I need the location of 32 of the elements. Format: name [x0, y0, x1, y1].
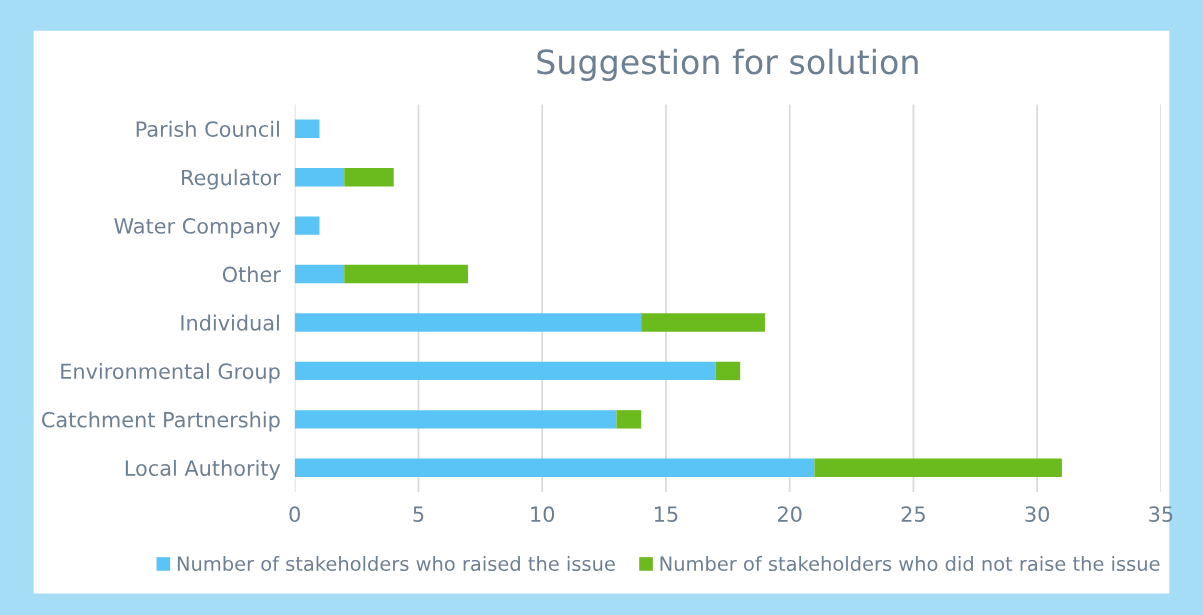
bar	[344, 167, 394, 187]
bar	[294, 410, 617, 429]
bar	[294, 313, 642, 332]
y-tick-label: Environmental Group	[61, 363, 280, 384]
bar	[344, 264, 468, 284]
bar	[294, 216, 320, 235]
x-tick-label: 10	[531, 506, 555, 523]
x-tick-label: 0	[289, 506, 300, 523]
bar	[294, 264, 345, 284]
y-tick-label: Parish Council	[136, 120, 279, 137]
x-tick-label: 20	[777, 506, 802, 523]
y-tick-label: Local Authority	[125, 459, 281, 481]
x-tick-label: 25	[901, 506, 925, 523]
bar	[641, 313, 765, 332]
bar	[294, 167, 345, 187]
x-tick-label: 5	[413, 506, 424, 523]
y-tick-label: Catchment Partnership	[41, 411, 280, 432]
legend-label: Number of stakeholders who did not raise the issue	[660, 555, 1160, 572]
bar	[294, 458, 815, 477]
bar	[715, 361, 741, 381]
bar	[814, 458, 1062, 477]
legend-label: Number of stakeholders who raised the issue	[177, 555, 615, 572]
y-tick-label: Regulator	[182, 169, 281, 190]
bar	[294, 361, 716, 381]
x-tick-label: 30	[1025, 506, 1050, 523]
bar	[616, 410, 642, 429]
y-tick-label: Water Company	[114, 218, 281, 238]
y-tick-label: Other	[222, 266, 281, 283]
bar	[294, 119, 320, 138]
chart-title: Suggestion for solution	[537, 48, 918, 81]
x-tick-label: 15	[654, 506, 678, 523]
y-tick-label: Individual	[181, 314, 279, 331]
